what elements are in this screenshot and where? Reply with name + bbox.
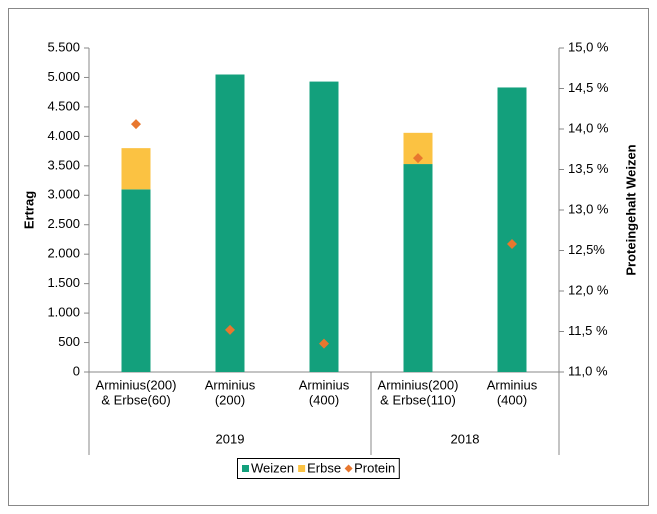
marker <box>413 153 423 164</box>
y-tick-label: 500 <box>58 334 80 349</box>
y2-tick-label: 11,0 % <box>568 363 608 378</box>
bar <box>215 74 245 372</box>
y2-tick-label: 14,5 % <box>568 80 609 95</box>
bar <box>497 87 527 373</box>
marker <box>131 119 141 130</box>
bar <box>309 81 339 372</box>
legend-label: Protein <box>354 460 395 475</box>
group-label: 2018 <box>451 431 480 446</box>
y-tick-label: 2.000 <box>47 246 80 261</box>
y-tick-label: 5.000 <box>47 69 80 84</box>
x-tick-label: Arminius <box>205 377 256 392</box>
marker <box>225 324 235 335</box>
legend-label: Erbse <box>307 460 341 475</box>
bar <box>121 148 151 190</box>
y2-tick-label: 15,0 % <box>568 39 609 54</box>
y2-tick-label: 12,0 % <box>568 282 609 297</box>
bar <box>121 189 151 372</box>
y2-tick-label: 11,5 % <box>568 323 608 338</box>
y2-tick-label: 12,5% <box>568 242 605 257</box>
y-tick-label: 4.000 <box>47 128 80 143</box>
legend-box <box>237 458 400 479</box>
y-tick-label: 3.000 <box>47 187 80 202</box>
legend-swatch <box>298 465 306 472</box>
y2-tick-label: 13,5 % <box>568 161 609 176</box>
y-tick-label: 2.500 <box>47 216 80 231</box>
x-tick-label: Arminius(200) <box>378 377 459 392</box>
x-tick-label: Arminius(200) <box>96 377 177 392</box>
legend-label: Weizen <box>251 460 294 475</box>
y-tick-label: 0 <box>73 363 80 378</box>
y2-axis-label: Proteingehalt Weizen <box>623 144 638 275</box>
x-tick-label: Arminius <box>487 377 538 392</box>
y-tick-label: 1.500 <box>47 275 80 290</box>
y-tick-label: 5.500 <box>47 39 80 54</box>
x-tick-label: & Erbse(110) <box>380 392 456 407</box>
y2-tick-label: 14,0 % <box>568 120 609 135</box>
x-tick-label: & Erbse(60) <box>101 392 170 407</box>
x-tick-label: Arminius <box>299 377 350 392</box>
y2-tick-label: 13,0 % <box>568 201 609 216</box>
y-axis-label: Ertrag <box>21 191 36 229</box>
marker <box>507 239 517 250</box>
y-tick-label: 3.500 <box>47 157 80 172</box>
legend-swatch <box>344 464 353 473</box>
bar <box>403 164 433 372</box>
legend-swatch <box>242 465 249 472</box>
y-tick-label: 4.500 <box>47 98 80 113</box>
marker <box>319 338 329 349</box>
y-tick-label: 1.000 <box>47 305 80 320</box>
x-tick-label: (200) <box>215 392 245 407</box>
x-tick-label: (400) <box>309 392 339 407</box>
group-label: 2019 <box>216 431 245 446</box>
x-tick-label: (400) <box>497 392 527 407</box>
